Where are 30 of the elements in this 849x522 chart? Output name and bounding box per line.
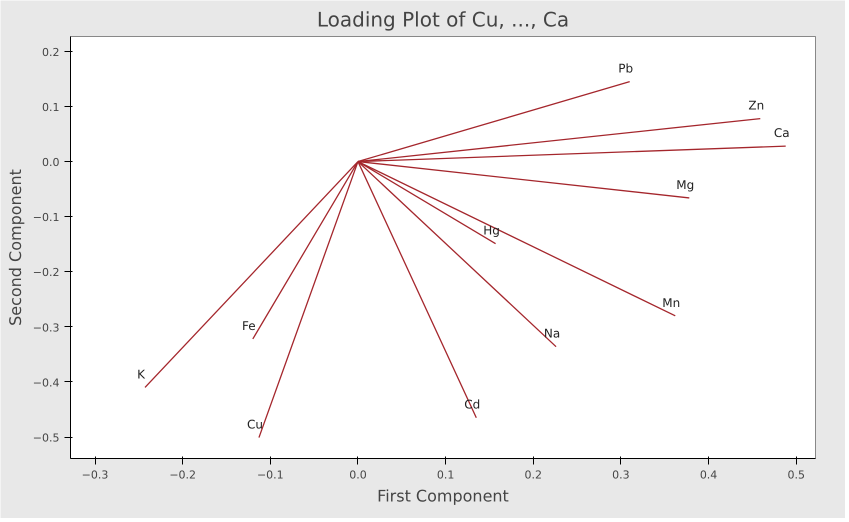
y-tick-label: −0.5 (32, 432, 60, 445)
y-tick-label: 0.2 (42, 46, 60, 59)
x-axis-title: First Component (377, 486, 509, 506)
x-tick-label: 0.1 (436, 468, 454, 482)
x-tick-label: −0.1 (256, 468, 284, 482)
series-label: Zn (748, 98, 764, 113)
y-tick-label: −0.3 (32, 321, 60, 334)
x-tick-label: 0.2 (524, 468, 542, 482)
x-tick-label: −0.3 (82, 468, 108, 482)
series-label: Cu (246, 418, 263, 432)
y-tick-label: −0.2 (32, 266, 60, 280)
series-label: Ca (774, 126, 790, 140)
series-label: Hg (483, 224, 500, 238)
x-tick-label: −0.2 (169, 468, 196, 482)
chart-title: Loading Plot of Cu, ..., Ca (316, 8, 570, 32)
y-tick-label: −0.4 (32, 376, 60, 390)
y-tick-label: −0.1 (32, 211, 60, 224)
y-axis-title: Second Component (6, 169, 25, 326)
series-label: Na (544, 326, 560, 341)
series-label: Mn (662, 296, 680, 310)
series-label: Fe (242, 318, 256, 333)
series-label: K (137, 367, 146, 382)
x-tick-label: 0.4 (700, 468, 718, 482)
x-tick-label: 0.3 (612, 468, 630, 482)
y-tick-label: 0.1 (42, 100, 60, 114)
y-tick-label: 0.0 (42, 156, 60, 170)
series-label: Pb (618, 62, 634, 76)
x-tick-label: 0.0 (349, 468, 367, 482)
x-tick-label: 0.5 (787, 468, 805, 482)
series-label: Mg (676, 178, 694, 192)
